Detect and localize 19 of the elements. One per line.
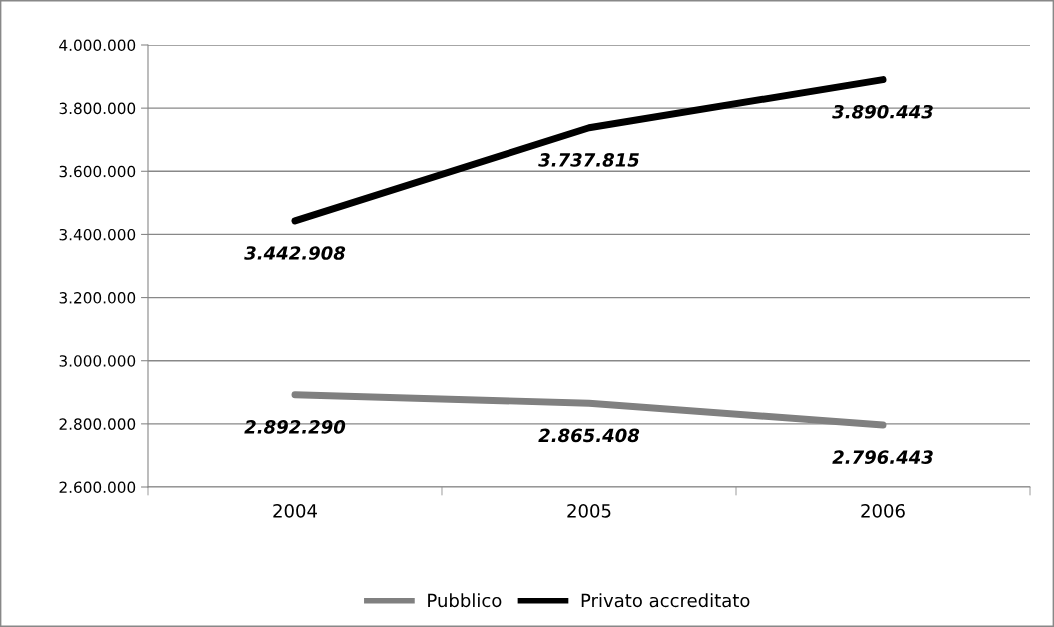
data-label: 3.890.443	[832, 104, 933, 119]
data-label: 2.796.443	[832, 450, 933, 464]
y-tick-label: 3.200.000	[59, 292, 136, 304]
data-label: 2.865.408	[538, 428, 640, 443]
y-tick-label: 2.800.000	[59, 418, 136, 430]
legend-label: Pubblico	[428, 593, 502, 608]
data-label: 3.737.815	[538, 153, 639, 167]
x-tick-label: 2005	[567, 503, 611, 518]
y-tick-label: 3.800.000	[59, 102, 136, 115]
data-label: 3.442.908	[244, 246, 346, 260]
y-tick-label: 2.600.000	[59, 481, 136, 494]
y-tick-label: 4.000.000	[59, 39, 136, 52]
legend-label: Privato accreditato	[581, 593, 750, 608]
x-tick-label: 2004	[273, 503, 317, 518]
data-label: 2.892.290	[244, 420, 346, 434]
y-tick-label: 3.000.000	[59, 355, 136, 367]
y-tick-label: 3.400.000	[59, 228, 136, 241]
y-tick-label: 3.600.000	[59, 165, 136, 178]
x-tick-label: 2006	[861, 503, 905, 518]
